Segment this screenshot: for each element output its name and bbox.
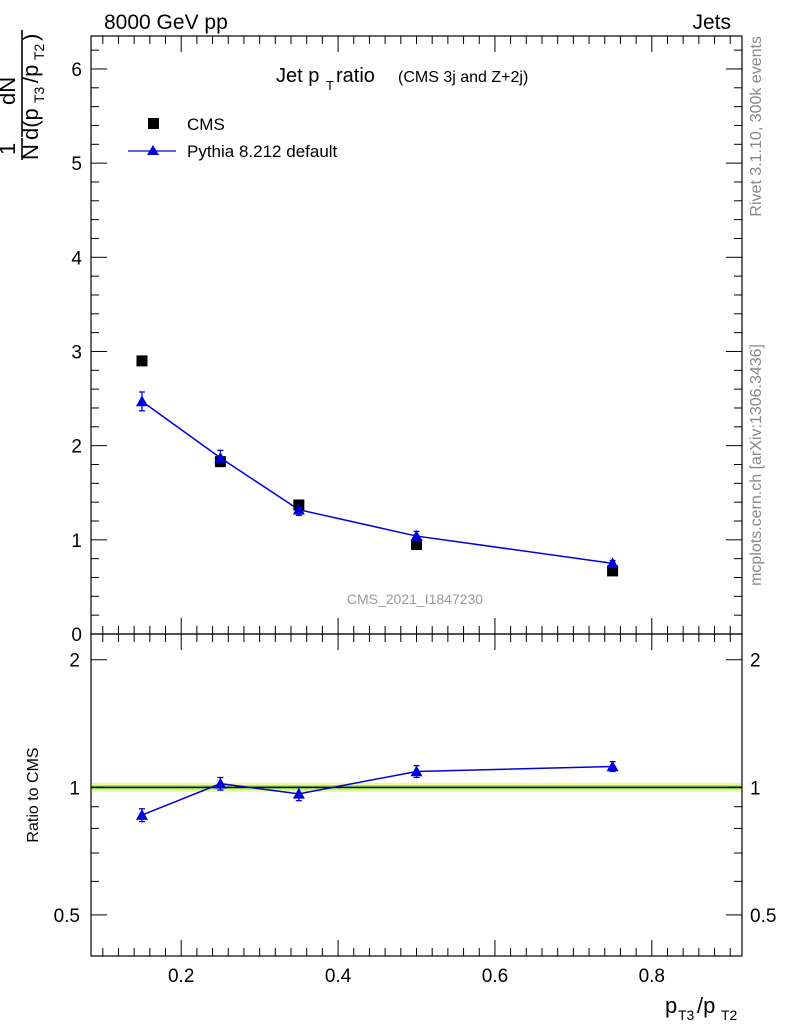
y-label-close: ) — [18, 34, 43, 41]
y-axis-label-bottom: Ratio to CMS — [25, 747, 42, 842]
pythia-point — [606, 557, 619, 569]
legend: CMS Pythia 8.212 default — [128, 115, 338, 161]
axis-ticks — [91, 36, 742, 957]
x-label-t3: T3 — [678, 1007, 695, 1023]
axis-tick-labels: 0.2 0.4 0.6 0.8 0 1 2 3 4 5 6 0.5 0.5 1 1 2 2 — [54, 60, 777, 987]
pythia-point — [214, 451, 227, 463]
y-tick-label-ratio-right: 0.5 — [750, 906, 776, 927]
y-tick-label-ratio-right: 1 — [750, 778, 761, 799]
x-tick-label: 0.4 — [325, 966, 352, 987]
y-label-slash: /p — [18, 65, 43, 83]
y-label-dpt: d(p — [18, 108, 43, 140]
ratio-uncertainty-band — [91, 782, 742, 792]
pythia-point — [292, 503, 305, 515]
ratio-point — [606, 760, 619, 772]
header-right: Jets — [692, 11, 731, 34]
x-tick-label: 0.2 — [168, 966, 194, 987]
legend-pythia-label: Pythia 8.212 default — [187, 142, 338, 161]
x-tick-label: 0.8 — [639, 966, 665, 987]
title-main: Jet p — [276, 65, 319, 87]
y-label-one: 1 — [0, 143, 20, 155]
y-label-n: N — [18, 144, 43, 160]
x-label-p1: p — [665, 993, 677, 1018]
x-axis-label: p T3 /p T2 — [665, 993, 738, 1023]
data-marks — [135, 355, 619, 823]
y-tick-label-ratio-left: 2 — [69, 651, 80, 672]
y-tick-label-top: 5 — [71, 154, 82, 175]
x-label-t2: T2 — [721, 1007, 738, 1023]
ratio-point — [135, 809, 148, 820]
legend-cms-label: CMS — [187, 115, 225, 134]
header-left: 8000 GeV pp — [104, 11, 228, 34]
y-tick-label-top: 2 — [71, 437, 82, 458]
ratio-point — [292, 787, 305, 799]
y-label-dn: dN — [0, 77, 20, 105]
pythia-point — [135, 395, 148, 407]
title-sub: T — [326, 78, 334, 93]
y-tick-label-ratio-right: 2 — [750, 651, 761, 672]
ratio-point — [214, 777, 227, 789]
pythia-point — [410, 530, 423, 541]
rivet-label: Rivet 3.1.10, 300k events — [748, 36, 765, 217]
ratio-panel-frame — [90, 633, 743, 957]
y-label-t2: T2 — [31, 43, 47, 60]
analysis-watermark: CMS_2021_I1847230 — [347, 591, 483, 607]
title-small: (CMS 3j and Z+2j) — [398, 69, 528, 86]
y-axis-label-top: 1 N dN d(p T3 /p T2 ) — [0, 30, 47, 160]
legend-cms-marker — [148, 118, 159, 129]
title-tail: ratio — [336, 65, 375, 87]
cms-point — [411, 539, 422, 551]
legend-pythia-marker — [147, 145, 159, 155]
y-tick-label-top: 0 — [71, 625, 82, 646]
x-tick-label: 0.6 — [482, 966, 508, 987]
ratio-point — [410, 765, 423, 777]
y-tick-label-ratio-left: 1 — [69, 778, 80, 799]
y-tick-label-top: 6 — [71, 60, 82, 81]
y-tick-label-top: 3 — [71, 342, 82, 363]
chart-title: Jet p T ratio (CMS 3j and Z+2j) — [276, 65, 528, 93]
y-tick-label-top: 1 — [71, 531, 82, 552]
mcplots-label: mcplots.cern.ch [arXiv:1306.3436] — [748, 344, 765, 586]
cms-point — [607, 565, 619, 577]
x-label-p2: /p — [697, 993, 715, 1018]
y-tick-label-ratio-left: 0.5 — [54, 906, 80, 927]
y-label-t3: T3 — [31, 86, 47, 103]
pythia-line — [141, 400, 613, 565]
y-tick-label-top: 4 — [71, 248, 82, 269]
cms-point — [136, 355, 148, 367]
